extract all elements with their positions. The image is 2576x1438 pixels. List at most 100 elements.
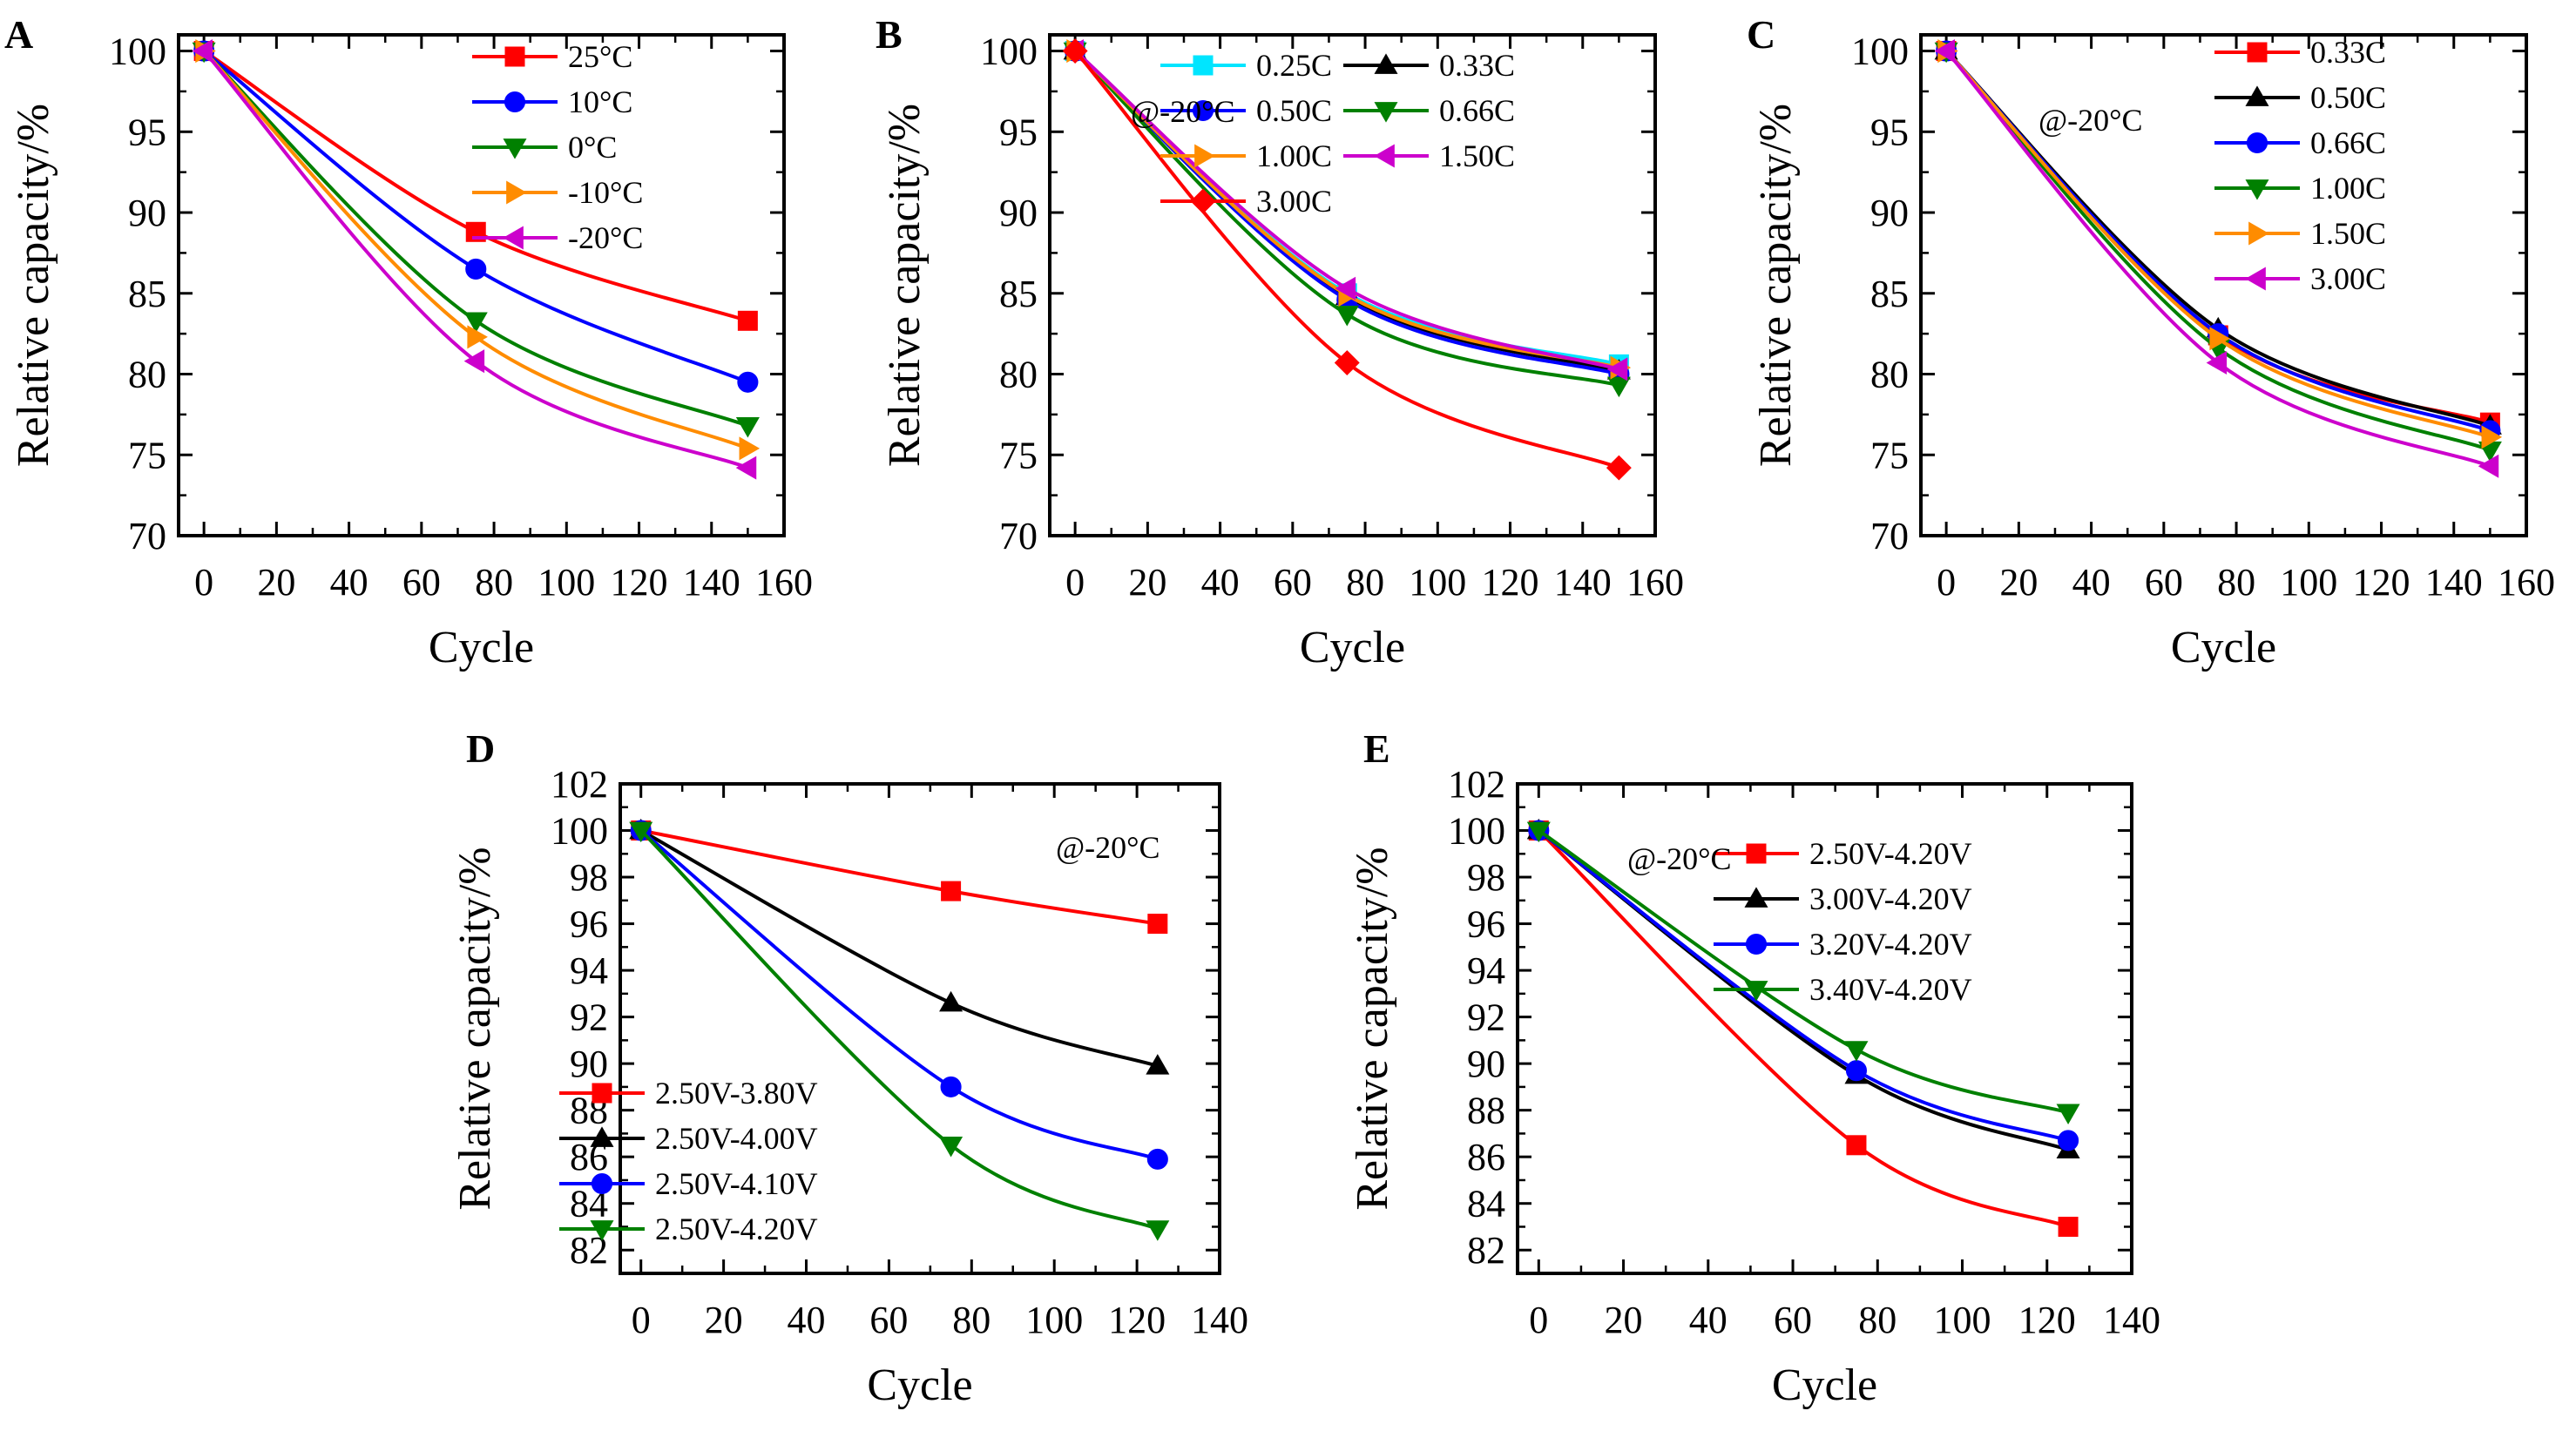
series-line-2-50v-4-20v bbox=[639, 829, 1159, 1232]
y-tick-label: 82 bbox=[1467, 1229, 1505, 1272]
y-axis-title: Relative capacity/% bbox=[1751, 104, 1801, 467]
legend-marker bbox=[2246, 132, 2268, 154]
legend-label: 0.66C bbox=[1439, 93, 1515, 128]
y-tick-label: 80 bbox=[128, 354, 166, 396]
y-tick-label: 90 bbox=[1467, 1043, 1505, 1085]
x-axis-title: Cycle bbox=[2171, 623, 2276, 672]
series-line-20-c bbox=[202, 50, 749, 469]
legend-label: 3.00C bbox=[1256, 184, 1332, 219]
y-tick-label: 75 bbox=[128, 434, 166, 476]
data-point-2-50v-4-20v bbox=[1846, 1135, 1867, 1156]
panel-letter: A bbox=[4, 12, 33, 57]
data-point-20-c bbox=[463, 349, 485, 374]
series-line-2-50v-4-00v bbox=[639, 828, 1159, 1068]
y-tick-label: 95 bbox=[1870, 111, 1909, 153]
x-tick-label: 40 bbox=[2072, 561, 2111, 604]
legend-marker bbox=[1192, 99, 1214, 122]
legend-label: 3.40V-4.20V bbox=[1809, 972, 1972, 1007]
legend-label: 2.50V-4.20V bbox=[655, 1212, 818, 1246]
data-point-3-00c bbox=[2478, 454, 2499, 478]
legend-marker bbox=[1374, 144, 1395, 168]
y-tick-label: 100 bbox=[1448, 810, 1505, 853]
x-tick-label: 40 bbox=[1689, 1299, 1727, 1341]
data-point-2-50v-4-20v bbox=[939, 1136, 963, 1158]
x-axis-title: Cycle bbox=[1300, 623, 1405, 672]
x-tick-label: 100 bbox=[2280, 561, 2337, 604]
legend-marker bbox=[590, 1220, 614, 1241]
data-point-2-50v-4-20v bbox=[629, 821, 653, 843]
y-tick-label: 70 bbox=[128, 515, 166, 557]
legend-marker bbox=[2245, 85, 2269, 106]
legend-label: 0.25C bbox=[1256, 48, 1332, 83]
legend-label: -10°C bbox=[568, 175, 643, 210]
y-tick-label: 80 bbox=[999, 354, 1038, 396]
x-tick-label: 20 bbox=[1128, 561, 1166, 604]
data-point-10-c bbox=[465, 258, 487, 280]
x-tick-label: 80 bbox=[1858, 1299, 1897, 1341]
legend-label: 3.00V-4.20V bbox=[1809, 881, 1972, 916]
y-tick-label: 90 bbox=[1870, 192, 1909, 234]
x-tick-label: 140 bbox=[2103, 1299, 2160, 1341]
y-tick-label: 94 bbox=[570, 949, 608, 992]
y-tick-label: 95 bbox=[128, 111, 166, 153]
data-point-10-c bbox=[739, 436, 761, 461]
legend-label: 3.00C bbox=[2310, 261, 2386, 296]
x-tick-label: 100 bbox=[1934, 1299, 1991, 1341]
temperature-annotation: @-20°C bbox=[1627, 841, 1732, 876]
y-tick-label: 84 bbox=[1467, 1183, 1505, 1225]
panel-letter: D bbox=[466, 726, 495, 771]
x-tick-label: 0 bbox=[1937, 561, 1956, 604]
temperature-annotation: @-20°C bbox=[1056, 830, 1160, 865]
series-line-3-40v-4-20v bbox=[1538, 828, 2069, 1115]
y-axis-title: Relative capacity/% bbox=[9, 104, 58, 467]
x-tick-label: 20 bbox=[1999, 561, 2038, 604]
legend-label: 1.50C bbox=[2310, 216, 2386, 251]
data-point-3-00c bbox=[1606, 455, 1632, 481]
legend-label: 0.33C bbox=[1439, 48, 1515, 83]
data-point-10-c bbox=[467, 325, 488, 349]
plot-frame bbox=[1919, 33, 2528, 537]
y-tick-label: 100 bbox=[109, 30, 166, 73]
x-tick-label: 140 bbox=[1191, 1299, 1248, 1341]
legend-label: 10°C bbox=[568, 84, 632, 119]
temperature-annotation: @-20°C bbox=[1131, 94, 1235, 129]
data-point-1-50c bbox=[2481, 425, 2503, 449]
data-point-20-c bbox=[192, 39, 213, 64]
x-tick-label: 120 bbox=[2018, 1299, 2076, 1341]
series-line-0-66c bbox=[1944, 50, 2491, 433]
data-point-3-00c bbox=[1334, 350, 1360, 375]
y-axis-title: Relative capacity/% bbox=[1348, 847, 1397, 1210]
x-tick-label: 80 bbox=[2217, 561, 2255, 604]
y-axis-title: Relative capacity/% bbox=[450, 847, 500, 1210]
legend-marker bbox=[503, 226, 524, 250]
x-tick-label: 0 bbox=[194, 561, 213, 604]
legend-marker bbox=[2247, 42, 2268, 63]
legend-label: 0°C bbox=[568, 130, 617, 165]
x-tick-label: 160 bbox=[2498, 561, 2555, 604]
legend-marker bbox=[1744, 981, 1768, 1002]
legend-label: 25°C bbox=[568, 39, 632, 74]
legend-marker bbox=[1190, 188, 1216, 214]
y-tick-label: 80 bbox=[1870, 354, 1909, 396]
plot-frame bbox=[1516, 782, 2133, 1275]
data-point-3-40v-4-20v bbox=[1526, 821, 1551, 843]
x-tick-label: 80 bbox=[1346, 561, 1384, 604]
x-tick-label: 0 bbox=[1529, 1299, 1548, 1341]
data-point-3-40v-4-20v bbox=[1844, 1041, 1869, 1062]
legend-label: 0.50C bbox=[1256, 93, 1332, 128]
legend-label: 1.00C bbox=[1256, 138, 1332, 173]
panel-letter: C bbox=[1747, 12, 1775, 57]
data-point-3-00c bbox=[1934, 39, 1955, 64]
data-point-1-50c bbox=[2209, 327, 2230, 351]
data-point-0-66c bbox=[1335, 306, 1359, 327]
data-point-3-20v-4-20v bbox=[1845, 1060, 1868, 1082]
data-point-2-50v-4-20v bbox=[1146, 1220, 1170, 1241]
y-tick-label: 98 bbox=[1467, 856, 1505, 899]
legend-label: 2.50V-4.00V bbox=[655, 1121, 818, 1156]
x-tick-label: 100 bbox=[1409, 561, 1466, 604]
y-tick-label: 85 bbox=[1870, 273, 1909, 315]
legend-marker bbox=[2245, 267, 2266, 291]
series-line-3-00c bbox=[1944, 50, 2491, 469]
